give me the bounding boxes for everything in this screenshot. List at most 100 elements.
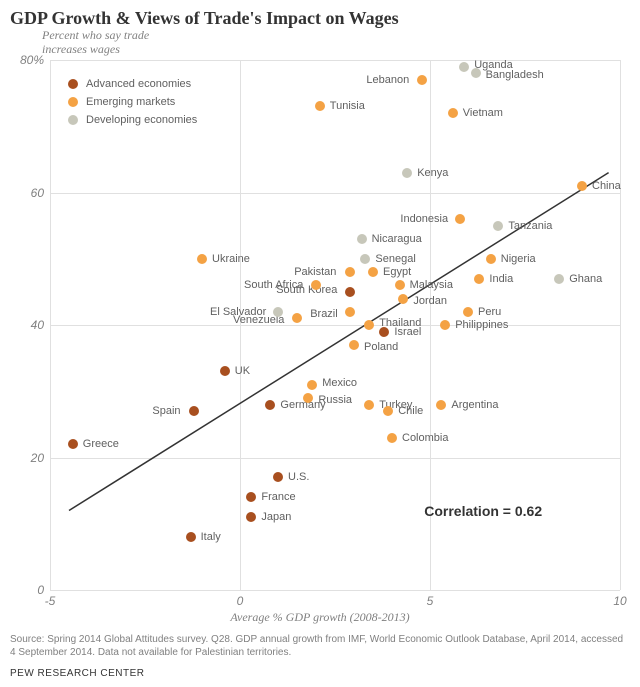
data-point-label: Russia — [318, 394, 352, 406]
data-point — [398, 294, 408, 304]
legend-label: Advanced economies — [86, 78, 191, 90]
data-point-label: Brazil — [310, 308, 338, 320]
x-tick-label: -5 — [45, 594, 56, 608]
data-point — [459, 62, 469, 72]
data-point-label: Ukraine — [212, 253, 250, 265]
data-point — [311, 280, 321, 290]
legend-marker-icon — [68, 97, 78, 107]
data-point-label: Indonesia — [400, 213, 448, 225]
data-point — [357, 234, 367, 244]
legend-item: Developing economies — [68, 114, 197, 126]
data-point — [292, 313, 302, 323]
data-point-label: Egypt — [383, 266, 411, 278]
gridline-vertical — [50, 60, 51, 590]
x-tick-label: 10 — [613, 594, 626, 608]
data-point — [448, 108, 458, 118]
data-point-label: Greece — [83, 438, 119, 450]
data-point — [463, 307, 473, 317]
data-point — [265, 400, 275, 410]
data-point — [273, 307, 283, 317]
footer-brand: PEW RESEARCH CENTER — [10, 668, 145, 679]
data-point-label: El Salvador — [210, 306, 266, 318]
data-point — [395, 280, 405, 290]
plot-area: 020406080%-50510GreeceItalySpainUKFrance… — [50, 60, 620, 590]
x-tick-label: 0 — [237, 594, 244, 608]
data-point — [186, 532, 196, 542]
data-point — [303, 393, 313, 403]
data-point — [455, 214, 465, 224]
data-point — [577, 181, 587, 191]
data-point-label: Chile — [398, 405, 423, 417]
data-point-label: Vietnam — [463, 107, 503, 119]
y-tick-label: 20 — [31, 451, 44, 465]
legend-label: Developing economies — [86, 114, 197, 126]
data-point — [471, 68, 481, 78]
data-point — [493, 221, 503, 231]
data-point — [273, 472, 283, 482]
data-point-label: India — [489, 273, 513, 285]
data-point-label: South Africa — [244, 279, 303, 291]
data-point-label: Spain — [152, 405, 180, 417]
data-point-label: Kenya — [417, 167, 448, 179]
data-point — [417, 75, 427, 85]
source-note: Source: Spring 2014 Global Attitudes sur… — [10, 633, 630, 659]
x-tick-label: 5 — [427, 594, 434, 608]
data-point-label: Ghana — [569, 273, 602, 285]
data-point — [220, 366, 230, 376]
data-point-label: Senegal — [375, 253, 415, 265]
data-point-label: Japan — [261, 511, 291, 523]
x-axis-title: Average % GDP growth (2008-2013) — [0, 610, 640, 625]
data-point-label: Tanzania — [508, 220, 552, 232]
legend: Advanced economies Emerging markets Develo… — [68, 78, 197, 132]
data-point — [383, 406, 393, 416]
data-point — [486, 254, 496, 264]
y-tick-label: 80% — [20, 53, 44, 67]
data-point — [349, 340, 359, 350]
data-point — [246, 512, 256, 522]
data-point — [307, 380, 317, 390]
data-point-label: Philippines — [455, 319, 508, 331]
data-point-label: Nicaragua — [372, 233, 422, 245]
data-point — [474, 274, 484, 284]
legend-marker-icon — [68, 79, 78, 89]
data-point — [368, 267, 378, 277]
y-axis-title: Percent who say tradeincreases wages — [42, 28, 149, 57]
gridline-horizontal — [50, 325, 620, 326]
legend-marker-icon — [68, 115, 78, 125]
data-point-label: Colombia — [402, 432, 448, 444]
data-point — [436, 400, 446, 410]
y-tick-label: 40 — [31, 318, 44, 332]
chart-title: GDP Growth & Views of Trade's Impact on … — [10, 8, 399, 29]
data-point-label: Argentina — [451, 399, 498, 411]
data-point — [554, 274, 564, 284]
data-point — [345, 287, 355, 297]
gridline-horizontal — [50, 60, 620, 61]
data-point — [364, 400, 374, 410]
data-point — [402, 168, 412, 178]
data-point — [345, 267, 355, 277]
data-point — [189, 406, 199, 416]
data-point — [197, 254, 207, 264]
data-point-label: Peru — [478, 306, 501, 318]
data-point-label: Nigeria — [501, 253, 536, 265]
data-point-label: U.S. — [288, 471, 309, 483]
data-point-label: Tunisia — [330, 100, 365, 112]
data-point — [440, 320, 450, 330]
data-point — [315, 101, 325, 111]
data-point — [360, 254, 370, 264]
data-point-label: Mexico — [322, 377, 357, 389]
data-point-label: Italy — [201, 531, 221, 543]
data-point-label: Malaysia — [410, 279, 453, 291]
data-point-label: Pakistan — [294, 266, 336, 278]
data-point-label: Jordan — [413, 295, 447, 307]
correlation-label: Correlation = 0.62 — [424, 503, 542, 519]
legend-label: Emerging markets — [86, 96, 175, 108]
gridline-vertical — [620, 60, 621, 590]
data-point-label: France — [261, 491, 295, 503]
legend-item: Advanced economies — [68, 78, 197, 90]
gridline-horizontal — [50, 458, 620, 459]
y-tick-label: 0 — [37, 583, 44, 597]
data-point-label: China — [592, 180, 621, 192]
gridline-horizontal — [50, 193, 620, 194]
data-point-label: Thailand — [379, 317, 421, 329]
